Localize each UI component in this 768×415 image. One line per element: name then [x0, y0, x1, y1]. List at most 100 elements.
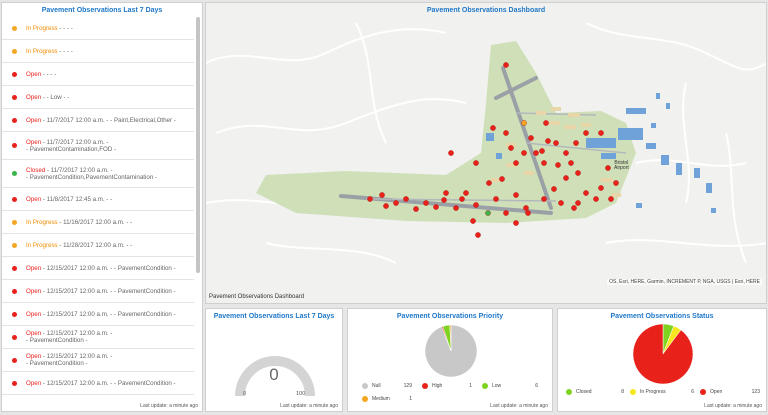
observation-point[interactable]: [493, 196, 499, 202]
observation-point[interactable]: [453, 205, 459, 211]
map-canvas[interactable]: [206, 3, 767, 304]
list-item[interactable]: Closed - 11/7/2017 12:00 a.m. -- Pavemen…: [2, 160, 194, 188]
list-item-details: - - - -: [57, 47, 73, 55]
observation-point[interactable]: [383, 203, 389, 209]
legend-item-in-progress[interactable]: In Progress 6: [630, 389, 694, 395]
gauge-panel-title: Pavement Observations Last 7 Days: [213, 313, 335, 320]
observation-point[interactable]: [379, 192, 385, 198]
observation-point[interactable]: [558, 200, 564, 206]
observation-point[interactable]: [563, 150, 569, 156]
observation-point[interactable]: [367, 196, 373, 202]
pie-slice-open[interactable]: [632, 323, 694, 385]
list-item[interactable]: Open - - Low - -: [2, 86, 194, 109]
observation-point[interactable]: [598, 185, 604, 191]
observation-point[interactable]: [473, 160, 479, 166]
observation-point[interactable]: [528, 135, 534, 141]
observation-point[interactable]: [525, 210, 531, 216]
observation-point[interactable]: [433, 204, 439, 210]
observation-point[interactable]: [533, 150, 539, 156]
observation-point[interactable]: [503, 130, 509, 136]
list-scrollbar[interactable]: [196, 17, 200, 273]
observation-point[interactable]: [423, 200, 429, 206]
pie-slice-medium[interactable]: [449, 324, 452, 352]
list-item-status: Closed: [26, 166, 46, 174]
observation-point[interactable]: [521, 150, 527, 156]
observation-point[interactable]: [503, 62, 509, 68]
observation-point[interactable]: [499, 176, 505, 182]
list-item[interactable]: Open - 12/15/2017 12:00 a.m. - - Pavemen…: [2, 257, 194, 280]
legend-label: High: [432, 383, 443, 389]
observation-point[interactable]: [413, 206, 419, 212]
observation-point[interactable]: [448, 150, 454, 156]
list-item[interactable]: Open - 12/15/2017 12:00 a.m. -- Pavement…: [2, 349, 194, 372]
legend-item-open[interactable]: Open 123: [700, 389, 760, 395]
list-item[interactable]: Open - - - -: [2, 63, 194, 86]
observation-point[interactable]: [545, 138, 551, 144]
observation-point[interactable]: [568, 160, 574, 166]
legend-item-null[interactable]: Null 129: [362, 383, 412, 389]
observation-point[interactable]: [598, 130, 604, 136]
observation-point[interactable]: [485, 210, 491, 216]
observation-point[interactable]: [543, 120, 549, 126]
priority-pie-chart[interactable]: [348, 309, 553, 412]
observation-point[interactable]: [553, 140, 559, 146]
list-item[interactable]: In Progress - 11/16/2017 12:00 a.m. - -: [2, 211, 194, 234]
observation-point[interactable]: [475, 232, 481, 238]
observation-point[interactable]: [486, 180, 492, 186]
list-item[interactable]: Open - 12/15/2017 12:00 a.m. - - Paint -: [2, 395, 194, 401]
observation-point[interactable]: [593, 196, 599, 202]
observation-point[interactable]: [473, 202, 479, 208]
legend-label: In Progress: [640, 389, 666, 395]
observation-point[interactable]: [463, 190, 469, 196]
observation-point[interactable]: [539, 148, 545, 154]
list-item[interactable]: In Progress - - - -: [2, 40, 194, 63]
observation-point[interactable]: [403, 196, 409, 202]
observation-point[interactable]: [393, 200, 399, 206]
observation-point[interactable]: [571, 205, 577, 211]
list-item[interactable]: Open - 12/15/2017 12:00 a.m. - - Pavemen…: [2, 303, 194, 326]
observation-point[interactable]: [583, 190, 589, 196]
observation-point[interactable]: [575, 200, 581, 206]
status-pie-chart[interactable]: [558, 309, 767, 412]
map-panel[interactable]: Pavement Observations Dashboard Bristol …: [205, 2, 767, 304]
building-shape: [646, 143, 656, 149]
legend-count: 8: [621, 389, 624, 395]
observation-point[interactable]: [441, 197, 447, 203]
observation-point[interactable]: [583, 130, 589, 136]
observation-points[interactable]: [367, 62, 619, 238]
observation-point[interactable]: [513, 220, 519, 226]
observation-point[interactable]: [459, 196, 465, 202]
observation-point[interactable]: [563, 175, 569, 181]
observation-point[interactable]: [605, 165, 611, 171]
list-item[interactable]: Open - 12/15/2017 12:00 a.m. - - Pavemen…: [2, 280, 194, 303]
observation-point[interactable]: [470, 218, 476, 224]
legend-item-low[interactable]: Low 6: [482, 383, 538, 389]
list-item[interactable]: Open - 11/7/2017 12:00 a.m. -- PavementC…: [2, 132, 194, 160]
observation-point[interactable]: [523, 205, 529, 211]
list-item[interactable]: Open - 11/7/2017 12:00 a.m. - - Paint,El…: [2, 109, 194, 132]
observation-point[interactable]: [508, 145, 514, 151]
observation-point[interactable]: [490, 125, 496, 131]
legend-item-closed[interactable]: Closed 8: [566, 389, 624, 395]
list-item[interactable]: Open - 12/15/2017 12:00 a.m. - - Pavemen…: [2, 372, 194, 395]
observation-point[interactable]: [513, 160, 519, 166]
legend-item-medium[interactable]: Medium 1: [362, 396, 412, 402]
observation-point[interactable]: [443, 190, 449, 196]
list-item[interactable]: In Progress - - - -: [2, 17, 194, 40]
observation-point[interactable]: [503, 210, 509, 216]
observation-point[interactable]: [541, 196, 547, 202]
observation-point[interactable]: [613, 180, 619, 186]
list-item[interactable]: Open - 11/8/2017 12:45 a.m. - -: [2, 188, 194, 211]
list-item[interactable]: In Progress - 11/28/2017 12:00 a.m. - -: [2, 234, 194, 257]
gauge-track: [235, 356, 315, 397]
observation-point[interactable]: [541, 160, 547, 166]
observation-point[interactable]: [513, 192, 519, 198]
observation-point[interactable]: [521, 120, 527, 126]
observation-point[interactable]: [608, 196, 614, 202]
list-item[interactable]: Open - 12/15/2017 12:00 a.m. -- Pavement…: [2, 326, 194, 349]
observation-point[interactable]: [555, 162, 561, 168]
observation-point[interactable]: [551, 186, 557, 192]
observation-point[interactable]: [573, 140, 579, 146]
observation-point[interactable]: [575, 170, 581, 176]
legend-item-high[interactable]: High 1: [422, 383, 472, 389]
